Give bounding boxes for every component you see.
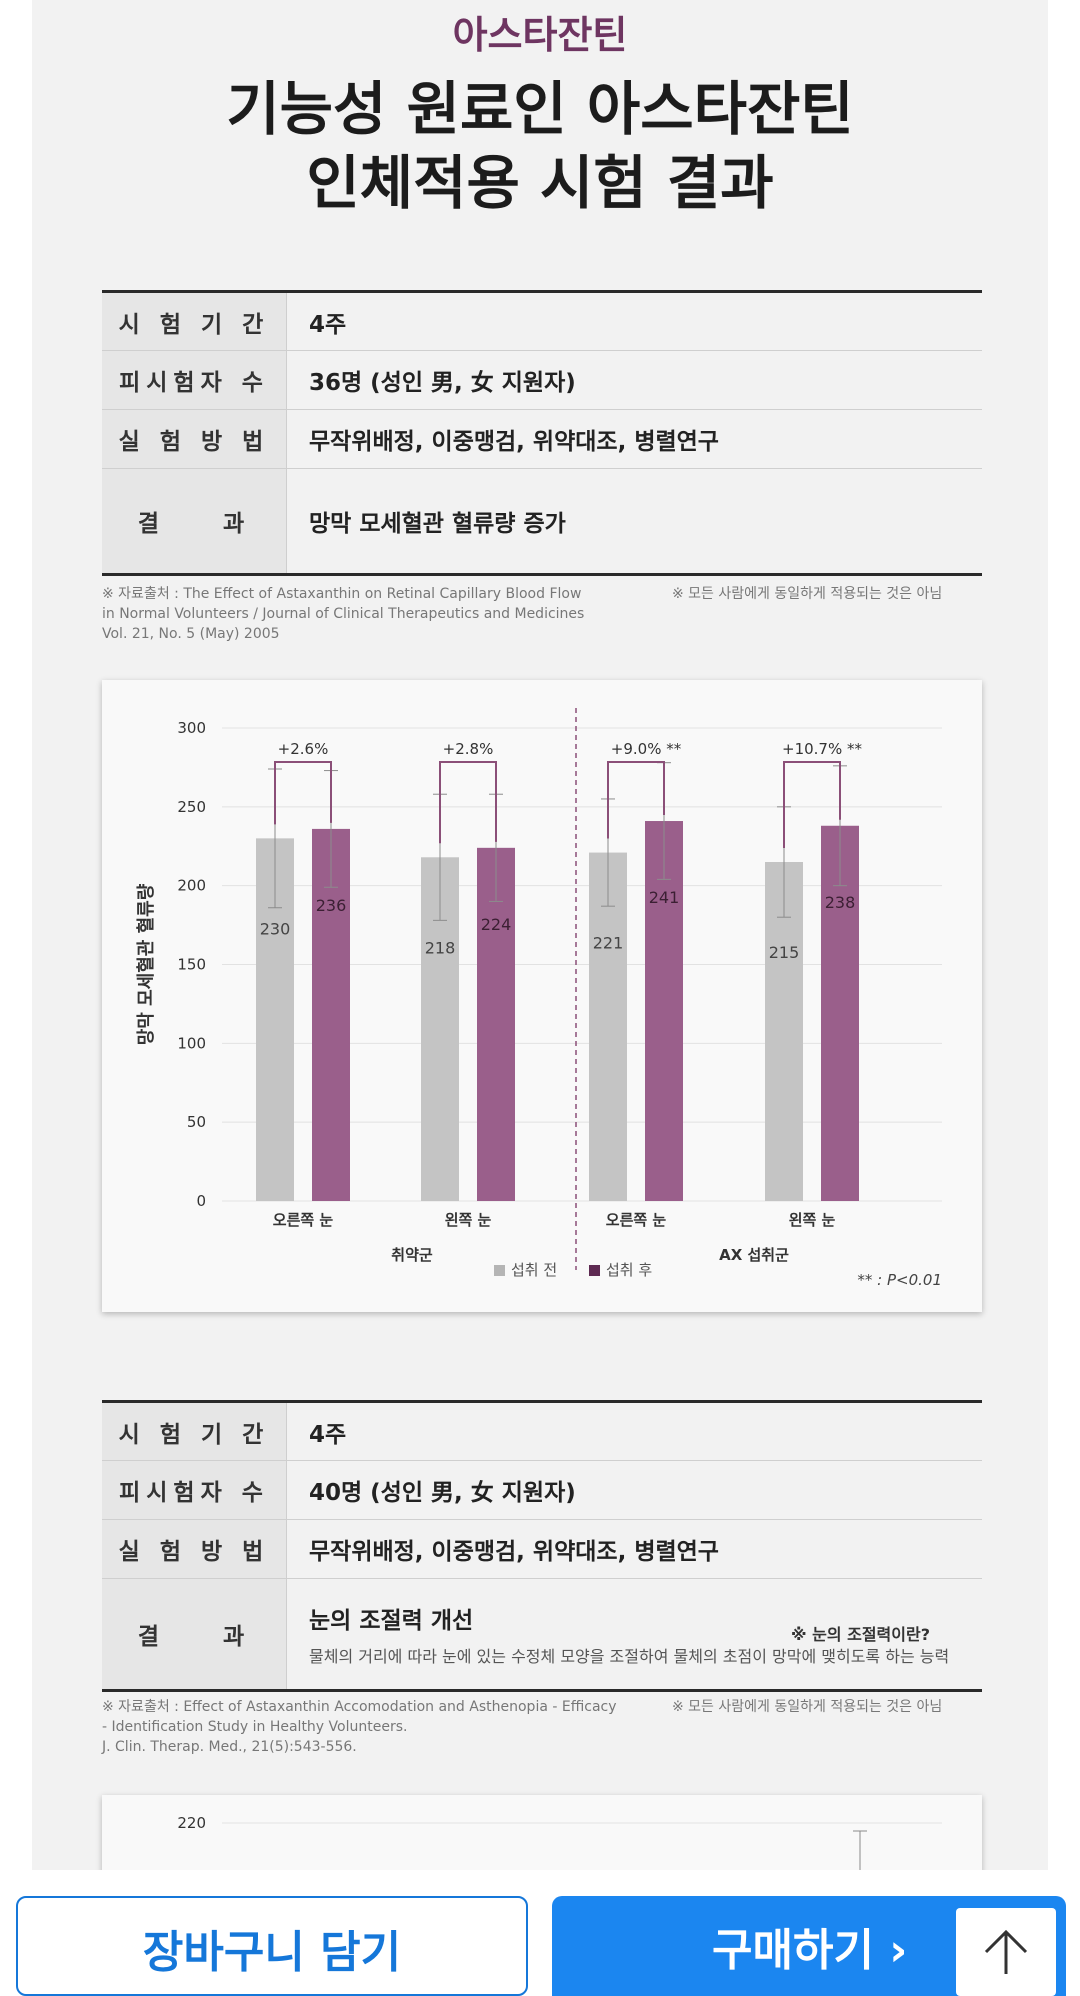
row-key: 실 험 방 법 (102, 1520, 286, 1578)
bar (821, 825, 859, 1201)
y-tick-label: 0 (196, 1192, 206, 1210)
data-label: 241 (649, 888, 680, 907)
data-label: 238 (825, 893, 856, 912)
source-line: Vol. 21, No. 5 (May) 2005 (102, 626, 280, 642)
blood-flow-chart: 0 50 100 150 200 250 300 망막 모세혈관 혈류량 230 236 +2.6%… (135, 708, 942, 1289)
comparison-bracket (274, 761, 332, 825)
x-tick-label: 오른쪽 눈 (606, 1211, 667, 1229)
row-value: 무작위배정, 이중맹검, 위약대조, 병렬연구 (286, 410, 982, 468)
row-key: 시 험 기 간 (102, 1403, 286, 1460)
data-label: 224 (481, 915, 512, 934)
data-label: 215 (769, 943, 800, 962)
row-value: 망막 모세혈관 혈류량 증가 (286, 469, 982, 573)
table-row: 시 험 기 간 4주 (102, 293, 982, 351)
title-line-1: 기능성 원료인 아스타잔틴 (226, 75, 854, 143)
x-tick-label: 오른쪽 눈 (273, 1211, 334, 1229)
comparison-bracket (783, 761, 841, 849)
change-annotation: +2.6% (278, 740, 329, 758)
row-value: 36명 (성인 男, 女 지원자) (286, 351, 982, 409)
legend-swatch (494, 1265, 505, 1276)
y-tick-label: 200 (177, 877, 206, 895)
row-key: 피시험자 수 (102, 1461, 286, 1519)
row-key: 피시험자 수 (102, 351, 286, 409)
table-row: 시 험 기 간 4주 (102, 1403, 982, 1461)
arrow-up-icon (984, 1929, 1028, 1974)
row-value: 눈의 조절력 개선 ※ 눈의 조절력이란? 물체의 거리에 따라 눈에 있는 수… (286, 1579, 982, 1689)
row-value: 4주 (286, 293, 982, 350)
legend-label: 섭취 전 (511, 1261, 557, 1279)
accommodation-chart: 220 (177, 1814, 942, 1870)
row-key: 실 험 방 법 (102, 410, 286, 468)
table-row: 피시험자 수 36명 (성인 男, 女 지원자) (102, 351, 982, 410)
result-text: 눈의 조절력 개선 (309, 1608, 474, 1634)
page-title: 기능성 원료인 아스타잔틴 인체적용 시험 결과 (32, 72, 1048, 220)
source-line: ※ 자료출처 : The Effect of Astaxanthin on Re… (102, 586, 582, 602)
table-row: 실 험 방 법 무작위배정, 이중맹검, 위약대조, 병렬연구 (102, 1520, 982, 1579)
y-tick-label: 220 (177, 1814, 206, 1832)
section-kicker: 아스타잔틴 (452, 13, 628, 57)
change-annotation: +2.8% (443, 740, 494, 758)
group-label: AX 섭취군 (719, 1246, 789, 1264)
row-key: 결 과 (102, 1579, 286, 1689)
table-row: 결 과 망막 모세혈관 혈류량 증가 (102, 469, 982, 576)
change-annotation: +9.0% ** (611, 740, 682, 758)
change-annotation: +10.7% ** (782, 740, 862, 758)
data-label: 221 (593, 934, 624, 953)
study1-disclaimer: ※ 모든 사람에게 동일하게 적용되는 것은 아님 (672, 586, 943, 602)
row-value: 무작위배정, 이중맹검, 위약대조, 병렬연구 (286, 1520, 982, 1578)
source-line: - Identification Study in Healthy Volunt… (102, 1719, 408, 1735)
table-row: 결 과 눈의 조절력 개선 ※ 눈의 조절력이란? 물체의 거리에 따라 눈에 … (102, 1579, 982, 1692)
table-row: 실 험 방 법 무작위배정, 이중맹검, 위약대조, 병렬연구 (102, 410, 982, 469)
y-tick-label: 100 (177, 1034, 206, 1052)
add-to-cart-button[interactable]: 장바구니 담기 (16, 1896, 528, 1996)
y-tick-label: 50 (187, 1113, 206, 1131)
y-tick-label: 250 (177, 798, 206, 816)
data-label: 236 (316, 896, 347, 915)
significance-footnote: ** : P<0.01 (857, 1271, 942, 1289)
x-tick-label: 왼쪽 눈 (789, 1211, 836, 1229)
table-row: 피시험자 수 40명 (성인 男, 女 지원자) (102, 1461, 982, 1520)
bar (312, 828, 350, 1201)
source-line: in Normal Volunteers / Journal of Clinic… (102, 606, 585, 622)
chart-card-2: 220 (102, 1795, 982, 1870)
study1-source: ※ 자료출처 : The Effect of Astaxanthin on Re… (102, 584, 584, 644)
source-line: ※ 자료출처 : Effect of Astaxanthin Accomodat… (102, 1699, 617, 1715)
row-value: 40명 (성인 男, 女 지원자) (286, 1461, 982, 1519)
chart-card: 0 50 100 150 200 250 300 망막 모세혈관 혈류량 230 236 +2.6%… (102, 680, 982, 1312)
buy-button-label: 구매하기 › (712, 1925, 908, 1976)
row-value: 4주 (286, 1403, 982, 1460)
source-line: J. Clin. Therap. Med., 21(5):543-556. (102, 1739, 357, 1755)
buy-button[interactable]: 구매하기 › (552, 1896, 1066, 1996)
result-note-text: 물체의 거리에 따라 눈에 있는 수정체 모양을 조절하여 물체의 초점이 망막… (309, 1647, 950, 1666)
title-line-2: 인체적용 시험 결과 (306, 149, 774, 217)
study1-table: 시 험 기 간 4주 피시험자 수 36명 (성인 男, 女 지원자) 실 험 … (102, 290, 982, 576)
comparison-bracket (607, 761, 665, 839)
legend-swatch (589, 1265, 600, 1276)
content-panel: 아스타잔틴 기능성 원료인 아스타잔틴 인체적용 시험 결과 시 험 기 간 4… (32, 0, 1048, 1870)
study2-disclaimer: ※ 모든 사람에게 동일하게 적용되는 것은 아님 (672, 1699, 943, 1715)
study2-table: 시 험 기 간 4주 피시험자 수 40명 (성인 男, 女 지원자) 실 험 … (102, 1400, 982, 1692)
bar (765, 862, 803, 1201)
study2-source: ※ 자료출처 : Effect of Astaxanthin Accomodat… (102, 1697, 617, 1757)
y-axis-label: 망막 모세혈관 혈류량 (135, 883, 157, 1045)
row-key: 결 과 (102, 469, 286, 573)
bar (645, 821, 683, 1201)
group-label: 취약군 (391, 1246, 433, 1264)
data-label: 218 (425, 938, 456, 957)
bar (477, 847, 515, 1201)
legend-label: 섭취 후 (606, 1261, 652, 1279)
y-tick-label: 150 (177, 956, 206, 974)
data-label: 230 (260, 919, 291, 938)
bar (589, 852, 627, 1201)
scroll-to-top-button[interactable] (956, 1908, 1056, 1996)
result-note-title: ※ 눈의 조절력이란? (790, 1625, 930, 1644)
row-key: 시 험 기 간 (102, 293, 286, 350)
x-tick-label: 왼쪽 눈 (445, 1211, 492, 1229)
comparison-bracket (439, 761, 497, 844)
y-tick-label: 300 (177, 719, 206, 737)
bottom-action-bar: 장바구니 담기 구매하기 › (0, 1896, 1080, 1996)
